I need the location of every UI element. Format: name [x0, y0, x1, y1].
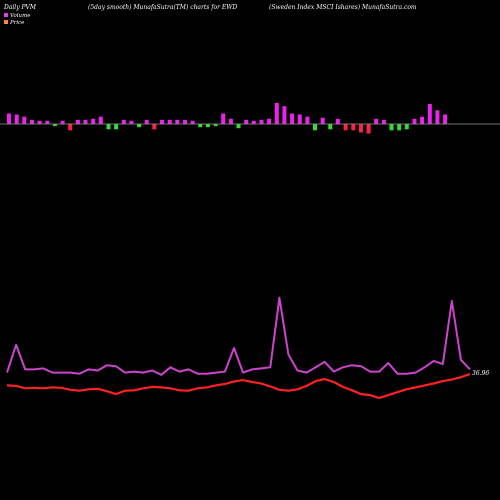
volume-bar	[313, 124, 317, 131]
volume-bar	[282, 106, 287, 125]
volume-bar	[251, 120, 256, 124]
volume-bar	[198, 124, 203, 128]
volume-bar	[412, 118, 417, 125]
legend-volume-label: Volume	[10, 13, 31, 19]
volume-bar	[404, 124, 409, 130]
volume-bar	[358, 124, 363, 133]
volume-bar	[37, 120, 42, 124]
volume-bar	[106, 124, 111, 130]
price-line	[6, 372, 471, 400]
chart-title-center: (5day smooth) MunafaSutra(TM) charts for…	[88, 4, 237, 11]
volume-bar	[152, 124, 157, 130]
volume-bar	[91, 118, 96, 125]
volume-bar	[351, 124, 356, 131]
volume-bar	[183, 119, 187, 124]
volume-bar	[175, 119, 180, 124]
chart-title-right: (Sweden Index MSCI Ishares) MunafaSutra.…	[269, 4, 417, 11]
volume-bar	[30, 119, 34, 124]
volume-bar	[167, 119, 172, 124]
volume-bar	[397, 124, 402, 131]
volume-bar	[137, 124, 142, 128]
volume-bar	[14, 114, 19, 124]
volume-bar	[290, 113, 295, 124]
volume-bar	[129, 120, 134, 124]
volume-bar	[236, 124, 241, 129]
chart-title-left: Daily PVM	[3, 4, 37, 11]
volume-bar	[427, 104, 432, 124]
price-value-label: 36.96	[472, 370, 489, 377]
volume-bar	[68, 124, 73, 131]
volume-bar	[190, 120, 195, 124]
volume-bar	[144, 119, 149, 124]
volume-bar	[60, 120, 65, 124]
volume-bar	[83, 119, 88, 124]
volume-bar	[259, 119, 264, 124]
volume-bar	[75, 119, 80, 124]
volume-bar	[274, 103, 279, 124]
volume-bar	[22, 116, 27, 125]
volume-bar	[305, 116, 310, 125]
legend-price-label: Price	[9, 20, 25, 26]
volume-bar	[7, 113, 11, 124]
volume-line	[6, 296, 471, 376]
volume-bar	[205, 124, 210, 128]
legend-price-swatch	[4, 20, 8, 24]
volume-bar	[328, 124, 333, 130]
volume-bar	[320, 117, 325, 124]
volume-bar	[228, 118, 233, 125]
legend-volume-swatch	[4, 13, 8, 17]
volume-bar	[121, 119, 126, 124]
volume-bar	[381, 119, 386, 124]
volume-bar	[366, 124, 371, 134]
volume-bar	[160, 119, 164, 124]
volume-bar	[343, 124, 348, 131]
volume-bars	[7, 103, 448, 134]
volume-bar	[435, 110, 440, 124]
volume-bar	[389, 124, 394, 131]
volume-bar	[443, 114, 448, 124]
volume-bar	[114, 124, 119, 130]
volume-bar	[267, 118, 272, 125]
volume-bar	[244, 119, 249, 124]
volume-bar	[213, 124, 218, 127]
volume-bar	[221, 113, 226, 124]
volume-bar	[374, 118, 379, 125]
volume-bar	[420, 116, 425, 125]
volume-bar	[335, 118, 340, 125]
volume-bar	[98, 116, 103, 125]
volume-bar	[297, 114, 302, 124]
volume-bar	[52, 124, 57, 127]
volume-bar	[45, 120, 50, 124]
